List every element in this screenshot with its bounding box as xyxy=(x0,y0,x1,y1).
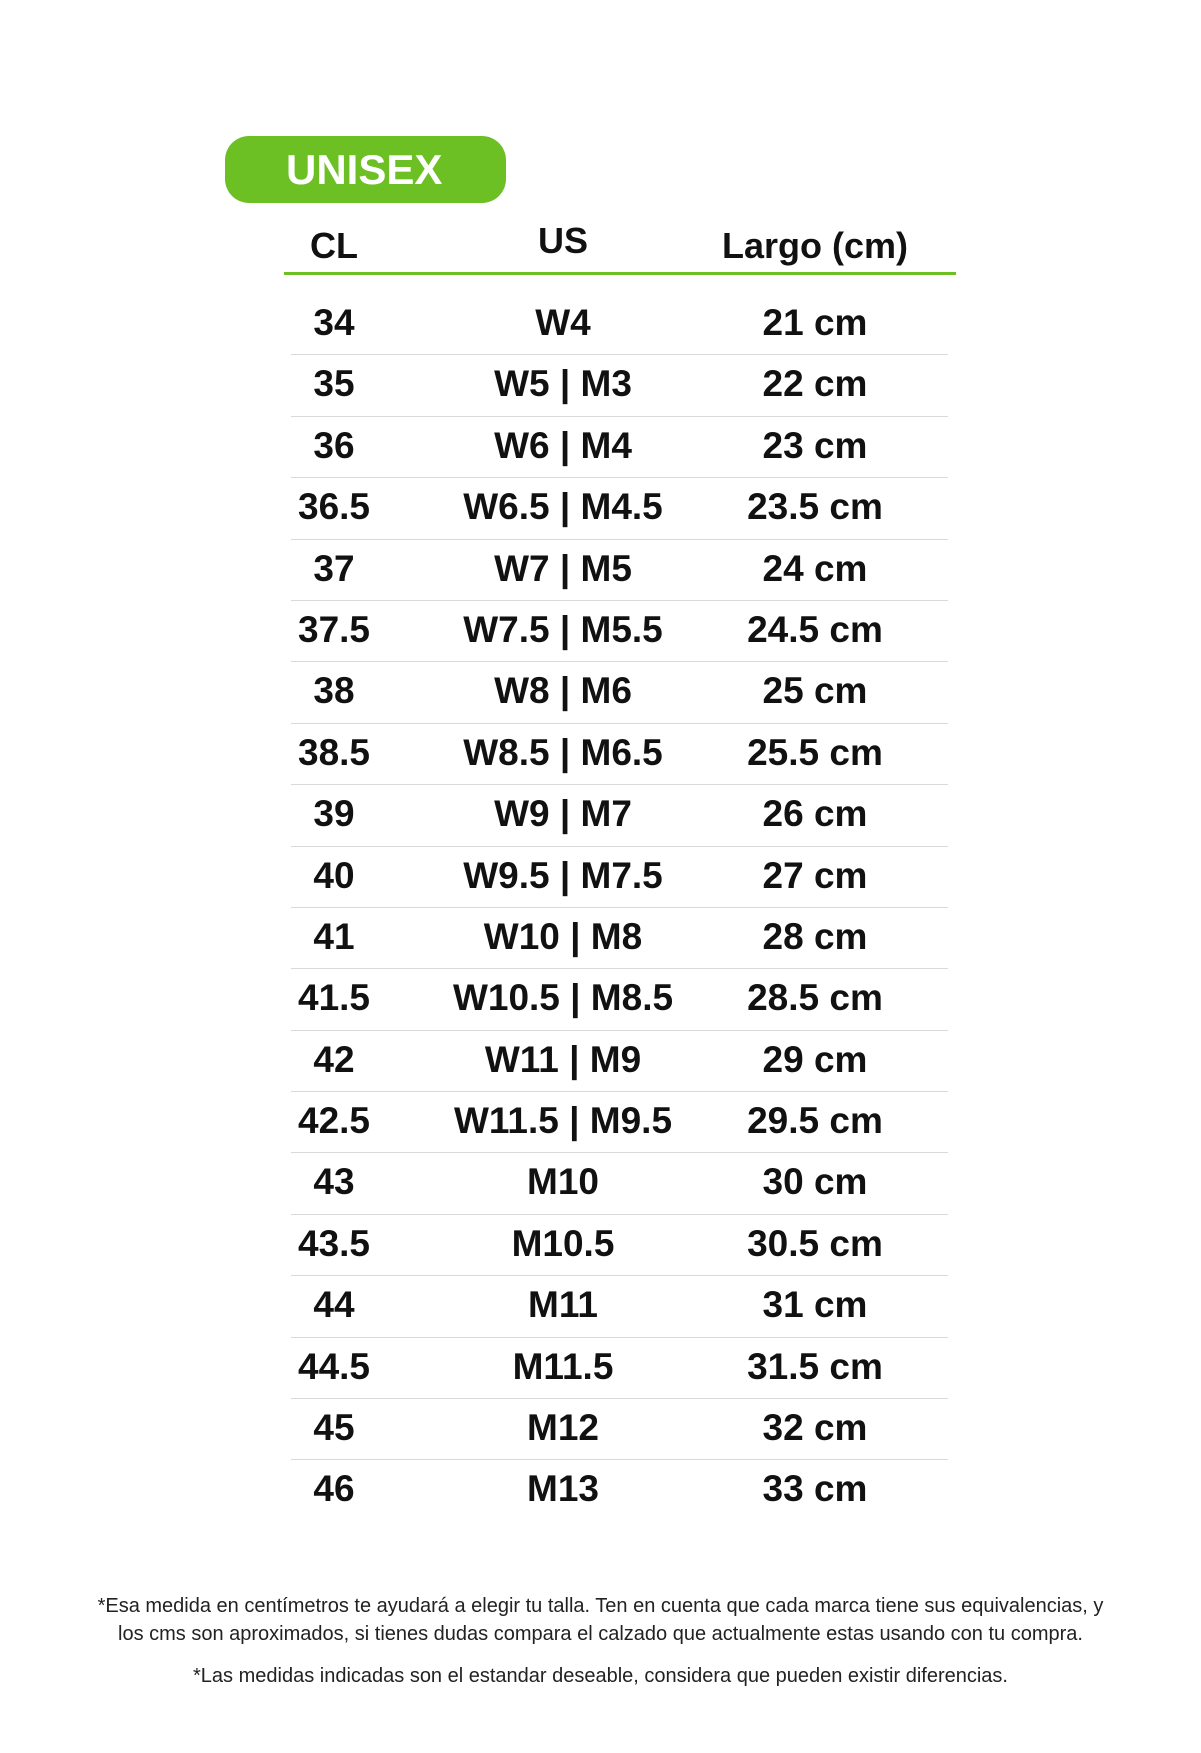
cell-cl: 37.5 xyxy=(297,608,371,650)
unisex-badge-label: UNISEX xyxy=(286,146,443,193)
cell-largo: 31.5 cm xyxy=(747,1345,883,1387)
table-row: 44.5 M11.5 31.5 cm xyxy=(291,1338,948,1400)
cell-largo: 32 cm xyxy=(762,1407,868,1449)
cell-cl: 45 xyxy=(313,1407,355,1449)
cell-largo: 33 cm xyxy=(762,1468,868,1510)
cell-us: W6.5 | M4.5 xyxy=(463,486,663,528)
cell-cl: 46 xyxy=(313,1468,355,1510)
cell-us: M12 xyxy=(527,1407,599,1449)
table-row: 43.5 M10.5 30.5 cm xyxy=(291,1215,948,1277)
header-largo: Largo (cm) xyxy=(721,225,909,266)
cell-largo: 23.5 cm xyxy=(747,486,883,528)
table-row: 39 W9 | M7 26 cm xyxy=(291,785,948,847)
table-row: 37 W7 | M5 24 cm xyxy=(291,540,948,601)
table-row: 41.5 W10.5 | M8.5 28.5 cm xyxy=(291,969,948,1031)
footnote-1-line-2: los cms son aproximados, si tienes dudas… xyxy=(118,1623,1083,1645)
cell-largo: 29 cm xyxy=(762,1038,868,1080)
cell-cl: 37 xyxy=(313,547,355,589)
cell-cl: 41 xyxy=(313,915,355,957)
cell-us: W10.5 | M8.5 xyxy=(452,977,674,1019)
cell-us: M11.5 xyxy=(512,1345,614,1387)
table-row: 37.5 W7.5 | M5.5 24.5 cm xyxy=(291,601,948,663)
cell-us: W8 | M6 xyxy=(494,670,632,712)
cell-us: M11 xyxy=(528,1284,598,1326)
cell-largo: 22 cm xyxy=(762,363,868,405)
header-cl: CL xyxy=(310,225,358,266)
cell-us: M10.5 xyxy=(511,1222,615,1264)
cell-us: W5 | M3 xyxy=(494,363,632,405)
cell-cl: 40 xyxy=(313,854,355,896)
table-row: 42 W11 | M9 29 cm xyxy=(291,1031,948,1093)
cell-us: W11.5 | M9.5 xyxy=(453,1100,673,1142)
table-row: 36.5 W6.5 | M4.5 23.5 cm xyxy=(291,478,948,540)
cell-cl: 34 xyxy=(313,302,355,343)
cell-us: W6 | M4 xyxy=(494,424,632,466)
header-divider xyxy=(284,272,956,275)
table-row: 45 M12 32 cm xyxy=(291,1399,948,1461)
cell-cl: 44 xyxy=(313,1284,355,1326)
cell-largo: 30 cm xyxy=(762,1161,868,1203)
cell-cl: 41.5 xyxy=(297,977,371,1019)
cell-largo: 23 cm xyxy=(762,424,868,466)
cell-cl: 35 xyxy=(313,363,355,405)
footnote-2: *Las medidas indicadas son el estandar d… xyxy=(193,1665,1008,1687)
cell-largo: 28 cm xyxy=(762,915,868,957)
table-row: 38.5 W8.5 | M6.5 25.5 cm xyxy=(291,724,948,786)
cell-largo: 24 cm xyxy=(762,547,868,589)
cell-largo: 30.5 cm xyxy=(747,1222,883,1264)
footnote-1: *Esa medida en centímetros te ayudará a … xyxy=(0,1592,1201,1648)
table-row: 34 W4 21 cm xyxy=(291,294,948,356)
unisex-badge: UNISEX xyxy=(225,136,506,203)
cell-largo: 26 cm xyxy=(762,793,868,835)
cell-largo: 28.5 cm xyxy=(747,977,883,1019)
table-row: 46 M13 33 cm xyxy=(291,1460,948,1520)
cell-us: M13 xyxy=(527,1468,599,1510)
cell-cl: 38.5 xyxy=(297,731,371,773)
cell-us: W4 xyxy=(535,302,591,343)
cell-cl: 43.5 xyxy=(297,1222,371,1264)
table-row: 43 M10 30 cm xyxy=(291,1153,948,1215)
cell-cl: 44.5 xyxy=(297,1345,371,1387)
table-row: 38 W8 | M6 25 cm xyxy=(291,662,948,724)
cell-cl: 42 xyxy=(313,1038,355,1080)
cell-us: W9.5 | M7.5 xyxy=(463,854,663,896)
header-us: US xyxy=(537,220,589,261)
cell-largo: 29.5 cm xyxy=(747,1100,883,1142)
cell-largo: 24.5 cm xyxy=(747,608,883,650)
table-row: 44 M11 31 cm xyxy=(291,1276,948,1338)
cell-cl: 38 xyxy=(313,670,355,712)
table-row: 42.5 W11.5 | M9.5 29.5 cm xyxy=(291,1092,948,1154)
cell-cl: 42.5 xyxy=(297,1100,371,1142)
cell-us: W7 | M5 xyxy=(494,547,632,589)
table-row: 35 W5 | M3 22 cm xyxy=(291,355,948,417)
footnote-1-line-1: *Esa medida en centímetros te ayudará a … xyxy=(97,1595,1104,1617)
cell-largo: 25 cm xyxy=(762,670,868,712)
cell-largo: 21 cm xyxy=(762,302,868,343)
cell-cl: 43 xyxy=(313,1161,355,1203)
cell-us: W10 | M8 xyxy=(483,915,643,957)
table-row: 36 W6 | M4 23 cm xyxy=(291,417,948,479)
cell-us: W7.5 | M5.5 xyxy=(463,608,663,650)
cell-largo: 27 cm xyxy=(762,854,868,896)
cell-us: W8.5 | M6.5 xyxy=(463,731,663,773)
size-table: 34 W4 21 cm 35 W5 | M3 22 cm 36 W6 | M4 23 cm 36.… xyxy=(291,294,948,1521)
cell-us: M10 xyxy=(527,1161,599,1203)
cell-us: W11 | M9 xyxy=(484,1038,642,1080)
cell-cl: 36.5 xyxy=(297,486,371,528)
cell-cl: 36 xyxy=(313,424,355,466)
table-row: 41 W10 | M8 28 cm xyxy=(291,908,948,970)
cell-cl: 39 xyxy=(313,793,355,835)
cell-largo: 25.5 cm xyxy=(747,731,883,773)
cell-us: W9 | M7 xyxy=(494,793,632,835)
table-row: 40 W9.5 | M7.5 27 cm xyxy=(291,847,948,908)
cell-largo: 31 cm xyxy=(762,1284,868,1326)
